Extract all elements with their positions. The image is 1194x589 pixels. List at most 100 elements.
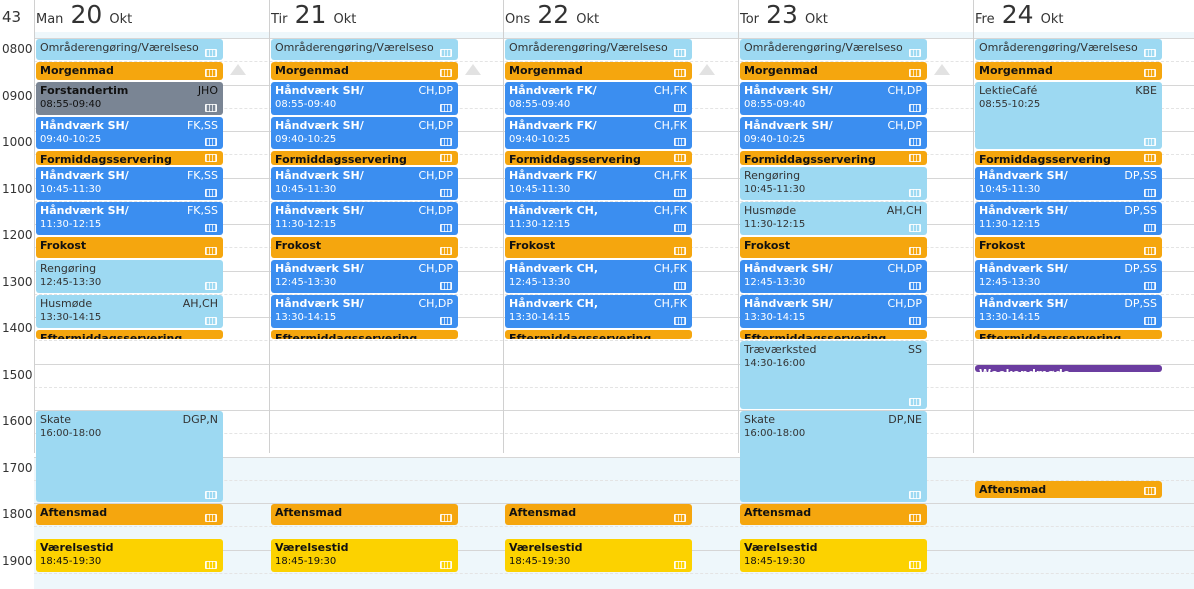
calendar-event[interactable]: Områderengøring/Værelseso	[740, 39, 927, 61]
day-header-ons[interactable]: Ons 22 Okt	[505, 0, 599, 34]
calendar-icon	[205, 246, 217, 255]
calendar-event[interactable]: Håndværk FK/10:45-11:30 CH,FK	[505, 166, 692, 200]
calendar-event[interactable]: Formiddagsservering	[505, 151, 692, 165]
day-header-fre[interactable]: Fre 24 Okt	[975, 0, 1063, 34]
calendar-event[interactable]: LektieCafé 08:55-10:25 KBE	[975, 81, 1162, 150]
calendar-event[interactable]: Formiddagsservering	[271, 151, 458, 165]
calendar-event[interactable]: Håndværk SH/12:45-13:30 DP,SS	[975, 259, 1162, 293]
calendar-event[interactable]: Værelsestid 18:45-19:30	[740, 538, 927, 572]
calendar-icon	[205, 316, 217, 325]
calendar-event[interactable]: Husmøde 13:30-14:15 AH,CH	[36, 294, 223, 328]
event-title: Formiddagsservering	[979, 153, 1111, 165]
hour-label: 1300	[2, 274, 33, 289]
event-title: Aftensmad	[744, 506, 812, 519]
calendar-event[interactable]: Skate 16:00-18:00 DGP,N	[36, 411, 223, 502]
day-date: 24	[1001, 0, 1034, 29]
calendar-event[interactable]: Håndværk SH/13:30-14:15 CH,DP	[271, 294, 458, 328]
calendar-event[interactable]: Håndværk SH/13:30-14:15 DP,SS	[975, 294, 1162, 328]
calendar-event[interactable]: Formiddagsservering	[975, 151, 1162, 165]
expand-caret-icon[interactable]	[934, 64, 950, 75]
calendar-event[interactable]: Håndværk SH/11:30-12:15 CH,DP	[271, 201, 458, 235]
calendar-event[interactable]: Håndværk SH/12:45-13:30 CH,DP	[271, 259, 458, 293]
calendar-event[interactable]: Morgenmad	[740, 62, 927, 80]
calendar-event[interactable]: Husmøde 11:30-12:15 AH,CH	[740, 201, 927, 235]
calendar-event[interactable]: Eftermiddagsservering	[740, 329, 927, 340]
event-time: 13:30-14:15	[744, 311, 806, 323]
event-time: 10:45-11:30	[509, 183, 571, 195]
hour-gridline	[34, 363, 1194, 365]
expand-caret-icon[interactable]	[465, 64, 481, 75]
calendar-event[interactable]: Områderengøring/Værelseso	[505, 39, 692, 61]
calendar-event[interactable]: Håndværk FK/08:55-09:40 CH,FK	[505, 81, 692, 115]
calendar-event[interactable]: Eftermiddagsservering	[36, 329, 223, 340]
expand-caret-icon[interactable]	[230, 64, 246, 75]
calendar-event[interactable]: Håndværk SH/10:45-11:30 DP,SS	[975, 166, 1162, 200]
calendar-event[interactable]: Eftermiddagsservering	[271, 329, 458, 340]
event-participants: CH,FK	[654, 168, 687, 182]
calendar-event[interactable]: Værelsestid 18:45-19:30	[36, 538, 223, 572]
calendar-event[interactable]: Håndværk SH/09:40-10:25 CH,DP	[740, 116, 927, 150]
calendar-event[interactable]: Områderengøring/Værelseso	[36, 39, 223, 61]
calendar-event[interactable]: Håndværk SH/11:30-12:15 FK,SS	[36, 201, 223, 235]
calendar-icon	[674, 560, 686, 569]
calendar-event[interactable]: Frokost	[505, 236, 692, 258]
expand-caret-icon[interactable]	[699, 64, 715, 75]
calendar-event[interactable]: Værelsestid 18:45-19:30	[505, 538, 692, 572]
event-title: Skate	[40, 413, 71, 426]
calendar-event[interactable]: Frokost	[271, 236, 458, 258]
calendar-event[interactable]: Frokost	[975, 236, 1162, 258]
calendar-event[interactable]: Håndværk CH, 12:45-13:30 CH,FK	[505, 259, 692, 293]
calendar-event[interactable]: Aftensmad	[36, 504, 223, 526]
calendar-event[interactable]: Områderengøring/Værelseso	[271, 39, 458, 61]
calendar-icon	[205, 223, 217, 232]
event-title: Områderengøring/Værelseso	[275, 41, 434, 54]
calendar-event[interactable]: Morgenmad	[975, 62, 1162, 80]
calendar-event[interactable]: Håndværk SH/08:55-09:40 CH,DP	[271, 81, 458, 115]
calendar-event[interactable]: Værelsestid 18:45-19:30	[271, 538, 458, 572]
half-hour-gridline	[34, 433, 1194, 435]
calendar-event[interactable]: Frokost	[740, 236, 927, 258]
calendar-event[interactable]: Håndværk SH/11:30-12:15 DP,SS	[975, 201, 1162, 235]
calendar-event[interactable]: Formiddagsservering	[36, 151, 223, 165]
calendar-event[interactable]: Morgenmad	[36, 62, 223, 80]
calendar-event[interactable]: Håndværk SH/10:45-11:30 FK,SS	[36, 166, 223, 200]
calendar-event[interactable]: Eftermiddagsservering	[975, 329, 1162, 340]
calendar-event[interactable]: Forstandertim 08:55-09:40 JHO	[36, 81, 223, 115]
calendar-event[interactable]: Frokost	[36, 236, 223, 258]
calendar-event[interactable]: Håndværk SH/10:45-11:30 CH,DP	[271, 166, 458, 200]
calendar-event[interactable]: Skate 16:00-18:00 DP,NE	[740, 411, 927, 502]
calendar-event[interactable]: Aftensmad	[271, 504, 458, 526]
calendar-event[interactable]: Rengøring 10:45-11:30	[740, 166, 927, 200]
calendar-event[interactable]: Weekendmøde	[975, 364, 1162, 372]
calendar-event[interactable]: Håndværk SH/09:40-10:25 CH,DP	[271, 116, 458, 150]
calendar-event[interactable]: Morgenmad	[271, 62, 458, 80]
calendar-event[interactable]: Håndværk CH, 11:30-12:15 CH,FK	[505, 201, 692, 235]
event-participants: CH,FK	[654, 296, 687, 310]
calendar-event[interactable]: Aftensmad	[740, 504, 927, 526]
event-time: 10:45-11:30	[275, 183, 337, 195]
day-header-tir[interactable]: Tir 21 Okt	[271, 0, 356, 34]
event-participants: CH,DP	[418, 168, 453, 182]
calendar-event[interactable]: Aftensmad	[975, 480, 1162, 499]
event-participants: CH,DP	[418, 296, 453, 310]
calendar-event[interactable]: Aftensmad	[505, 504, 692, 526]
calendar-event[interactable]: Håndværk CH, 13:30-14:15 CH,FK	[505, 294, 692, 328]
calendar-event[interactable]: Håndværk SH/08:55-09:40 CH,DP	[740, 81, 927, 115]
calendar-event[interactable]: Håndværk SH/13:30-14:15 CH,DP	[740, 294, 927, 328]
calendar-event[interactable]: Eftermiddagsservering	[505, 329, 692, 340]
event-time: 12:45-13:30	[979, 276, 1041, 288]
calendar-icon	[909, 316, 921, 325]
day-header-man[interactable]: Man 20 Okt	[36, 0, 132, 34]
calendar-event[interactable]: Formiddagsservering	[740, 151, 927, 165]
calendar-event[interactable]: Håndværk SH/09:40-10:25 FK,SS	[36, 116, 223, 150]
calendar-event[interactable]: Håndværk FK/09:40-10:25 CH,FK	[505, 116, 692, 150]
calendar-icon	[674, 281, 686, 290]
calendar-event[interactable]: Træværksted 14:30-16:00 SS	[740, 341, 927, 409]
calendar-event[interactable]: Morgenmad	[505, 62, 692, 80]
day-header-tor[interactable]: Tor 23 Okt	[740, 0, 828, 34]
calendar-event[interactable]: Områderengøring/Værelseso	[975, 39, 1162, 61]
event-title: Håndværk SH/	[40, 118, 129, 132]
calendar-event[interactable]: Håndværk SH/12:45-13:30 CH,DP	[740, 259, 927, 293]
calendar-event[interactable]: Rengøring 12:45-13:30	[36, 259, 223, 293]
calendar-icon	[205, 103, 217, 112]
